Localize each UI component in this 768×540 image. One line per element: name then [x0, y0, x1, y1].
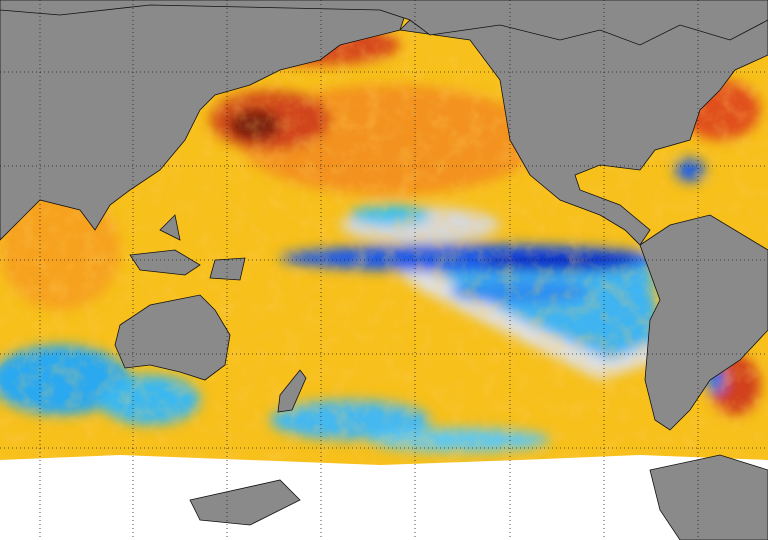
new-zealand [277, 369, 307, 413]
antarctica [0, 455, 768, 540]
arctic [0, 0, 768, 46]
north-america [399, 0, 768, 246]
land [0, 0, 768, 431]
antarctic-land [189, 454, 768, 540]
islands [129, 214, 246, 281]
south-america [639, 214, 768, 431]
australia [114, 294, 231, 381]
